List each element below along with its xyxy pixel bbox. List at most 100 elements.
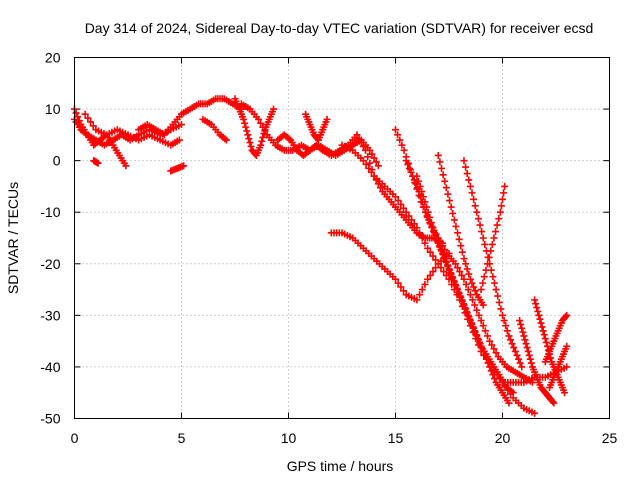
data-point (353, 131, 361, 139)
y-tick-label: -30 (40, 307, 60, 323)
data-point (462, 260, 470, 268)
data-point (500, 317, 508, 325)
data-point (419, 193, 427, 201)
data-point (418, 188, 426, 196)
data-point (456, 268, 464, 276)
data-point (488, 341, 496, 349)
data-point (438, 164, 446, 172)
data-point (531, 296, 539, 304)
data-point (490, 279, 498, 287)
data-point (434, 238, 442, 246)
data-point (473, 306, 481, 314)
data-point (447, 269, 455, 277)
data-point (563, 342, 571, 350)
data-point (423, 203, 431, 211)
data-point (178, 121, 185, 129)
y-tick-label: -50 (40, 411, 60, 427)
data-point (240, 115, 248, 123)
data-point (374, 162, 382, 170)
data-point (520, 332, 528, 340)
data-point (490, 345, 498, 353)
data-point (440, 268, 448, 276)
data-point (519, 328, 527, 336)
data-point (485, 253, 493, 261)
data-point (535, 311, 543, 319)
data-point (538, 323, 546, 331)
data-point (243, 127, 251, 135)
data-point (451, 260, 459, 268)
data-point (471, 301, 479, 309)
data-point (468, 189, 476, 197)
data-point (522, 340, 530, 348)
data-point (362, 146, 370, 154)
x-tick-label: 10 (281, 430, 297, 446)
data-point (429, 224, 437, 232)
data-point (479, 301, 487, 309)
data-point (441, 177, 449, 185)
data-point (421, 280, 429, 288)
data-point (323, 115, 331, 123)
data-point (400, 204, 408, 212)
data-point (122, 162, 130, 170)
data-point (539, 327, 547, 335)
data-point (368, 150, 376, 158)
data-point (94, 159, 102, 167)
y-tick-label: 20 (45, 50, 61, 66)
data-point (486, 337, 494, 345)
data-point (255, 115, 263, 123)
data-point (439, 249, 447, 257)
series-track-8 (231, 95, 278, 159)
data-point (460, 275, 468, 283)
data-point (471, 327, 479, 335)
data-point (394, 197, 402, 205)
data-point (533, 304, 541, 312)
data-point (405, 212, 413, 220)
series-track-16 (413, 172, 517, 397)
data-point (524, 347, 532, 355)
data-point (527, 359, 535, 367)
data-point (455, 288, 463, 296)
data-point (466, 315, 474, 323)
data-point (431, 229, 439, 237)
data-point (355, 135, 363, 143)
data-point (472, 331, 480, 339)
data-point (398, 141, 406, 149)
data-point (490, 234, 498, 242)
data-point (408, 216, 416, 224)
data-point (481, 240, 489, 248)
data-point (259, 123, 267, 131)
data-point (465, 270, 473, 278)
data-point (442, 184, 450, 192)
data-point (488, 240, 496, 248)
data-point (518, 324, 526, 332)
series-track-5 (167, 162, 188, 175)
data-point (439, 171, 447, 179)
data-point (499, 195, 506, 203)
data-point (525, 351, 533, 359)
data-point (563, 311, 571, 319)
chart-title: Day 314 of 2024, Sidereal Day-to-day VTE… (85, 20, 594, 36)
data-point (463, 170, 471, 178)
data-point (497, 202, 505, 210)
data-point (463, 265, 471, 273)
data-point (370, 154, 378, 162)
data-point (479, 234, 487, 242)
data-point (426, 271, 434, 279)
data-point (471, 287, 479, 295)
data-point (481, 327, 489, 335)
data-point (424, 275, 432, 283)
data-point (394, 131, 402, 139)
data-point (490, 375, 498, 383)
grid-layer (74, 57, 610, 419)
series-track-7 (199, 115, 230, 144)
data-point (532, 300, 540, 308)
data-point (407, 168, 415, 176)
data-point (427, 219, 435, 227)
data-point (75, 117, 83, 125)
data-point (516, 359, 524, 367)
data-point (458, 271, 466, 279)
data-point (479, 322, 487, 330)
data-point (241, 119, 249, 127)
data-point (440, 253, 448, 261)
data-point (505, 332, 513, 340)
